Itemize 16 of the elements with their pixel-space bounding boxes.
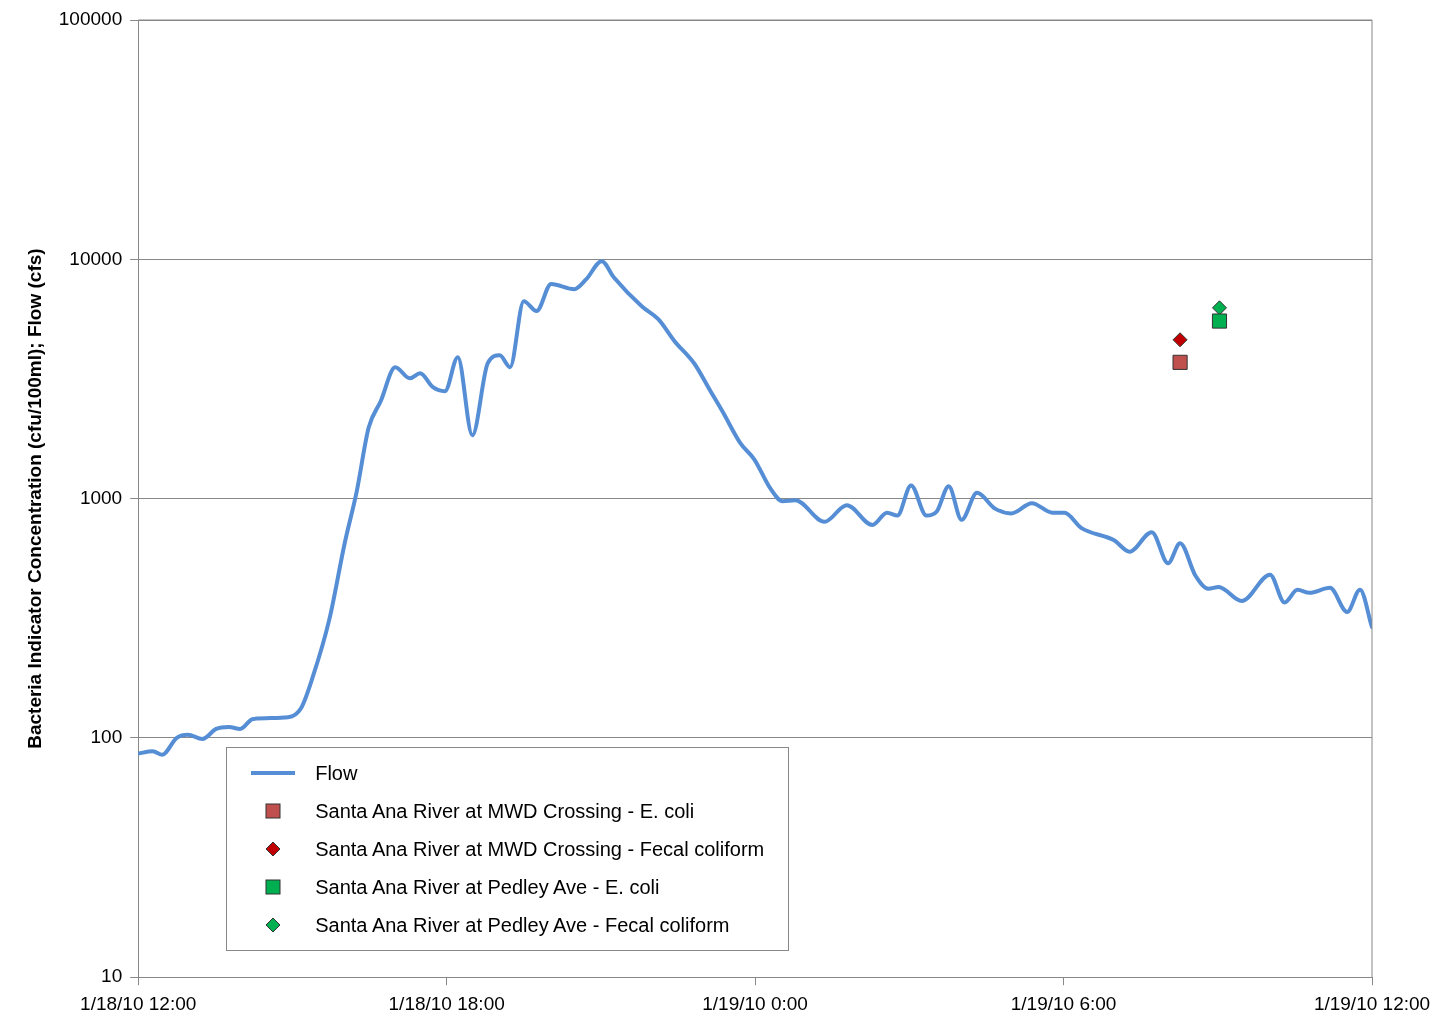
legend-label: Flow [315, 761, 358, 785]
y-tick-label: 100000 [58, 8, 123, 30]
legend-label: Santa Ana River at Pedley Ave - Fecal coliform [315, 913, 730, 937]
legend-label: Santa Ana River at MWD Crossing - Fecal coliform [315, 837, 765, 861]
y-tick-label: 100 [90, 726, 123, 748]
y-tick-label: 10 [101, 965, 123, 987]
x-tick-label: 1/18/10 18:00 [388, 992, 505, 1014]
x-tick-label: 1/18/10 12:00 [80, 992, 197, 1014]
y-tick-label: 10000 [69, 247, 123, 269]
legend-label: Santa Ana River at Pedley Ave - E. coli [315, 875, 660, 899]
x-tick-label: 1/19/10 6:00 [1010, 992, 1117, 1014]
legend-label: Santa Ana River at MWD Crossing - E. coli [315, 799, 695, 823]
y-axis-title: Bacteria Indicator Concentration (cfu/100ml); Flow (cfs) [23, 248, 45, 749]
y-tick-label: 1000 [79, 486, 123, 508]
x-tick-label: 1/19/10 12:00 [1313, 992, 1431, 1014]
x-tick-label: 1/19/10 0:00 [702, 992, 808, 1014]
